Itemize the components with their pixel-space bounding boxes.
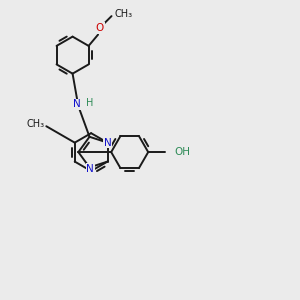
Text: N: N: [73, 99, 80, 109]
Text: N: N: [103, 138, 111, 148]
Text: CH₃: CH₃: [26, 119, 44, 129]
Text: H: H: [86, 98, 94, 108]
Text: O: O: [96, 23, 104, 33]
Text: N: N: [86, 164, 94, 174]
Text: OH: OH: [174, 147, 190, 157]
Text: CH₃: CH₃: [115, 9, 133, 19]
